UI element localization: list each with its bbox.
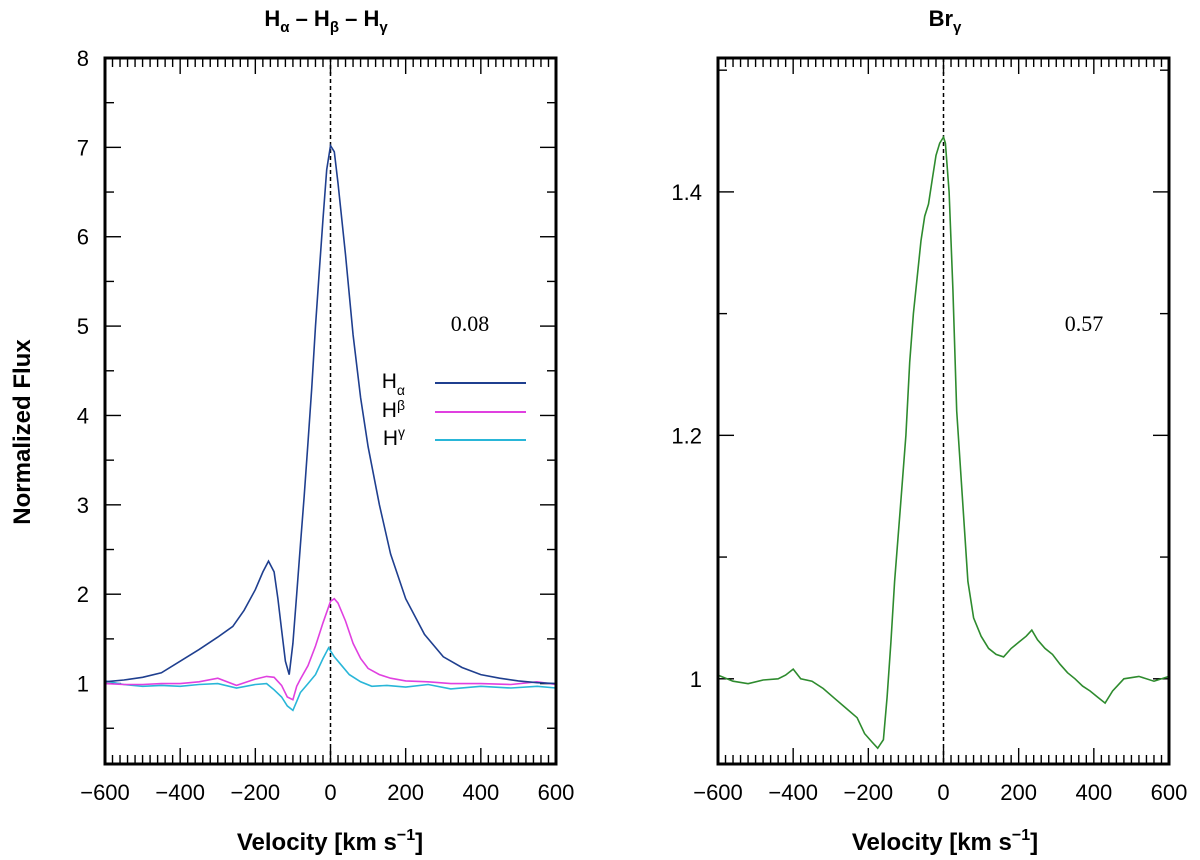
x-tick-label: 600	[538, 780, 575, 805]
legend-entry-h-gamma: Hγ	[383, 424, 526, 450]
x-tick-labels: −600 −400 −200 0 200 400 600	[693, 780, 1187, 805]
series-line-br-gamma	[717, 135, 1170, 750]
x-tick-label: 0	[324, 780, 336, 805]
x-tick-label: −600	[80, 780, 130, 805]
x-tick-label: 0	[937, 780, 949, 805]
x-tick-label: −400	[155, 780, 205, 805]
y-tick-label: 8	[77, 46, 89, 71]
y-tick-label: 3	[77, 493, 89, 518]
y-tick-labels: 1 1.2 1.4	[671, 180, 702, 692]
legend-entry-h-alpha: Hα	[382, 370, 526, 398]
y-axis-label: Normalized Flux	[9, 339, 36, 525]
x-tick-label: 200	[1000, 780, 1037, 805]
y-tick-label: 6	[77, 225, 89, 250]
legend: Hα Hβ Hγ	[382, 370, 526, 450]
series-group	[104, 143, 557, 712]
annotation-left: 0.08	[451, 311, 490, 336]
x-axis-label-left: Velocity [km s−1]	[237, 827, 423, 856]
y-tick-label: 1.4	[671, 180, 702, 205]
series-line-h-gamma	[104, 646, 557, 712]
series-line-h-beta	[104, 597, 557, 701]
y-tick-label: 7	[77, 135, 89, 160]
legend-label-h-gamma: Hγ	[383, 424, 405, 450]
plot-frame-right	[716, 56, 1171, 766]
panel-br-gamma: Brγ Velocity [km s−1] −600 −400 −200 0 200 40…	[671, 6, 1187, 856]
x-tick-label: 400	[1075, 780, 1112, 805]
legend-entry-h-beta: Hβ	[382, 397, 526, 422]
series-line-h-alpha	[104, 143, 557, 685]
y-tick-label: 1	[77, 672, 89, 697]
panel-balmer: Hα – Hβ – Hγ Normalized Flux Velocity [k…	[9, 6, 574, 856]
x-tick-label: −200	[231, 780, 281, 805]
y-tick-label: 4	[77, 403, 89, 428]
x-tick-label: 600	[1151, 780, 1188, 805]
legend-label-h-beta: Hβ	[382, 397, 405, 422]
y-tick-label: 1.2	[671, 423, 702, 448]
y-tick-label: 2	[77, 582, 89, 607]
annotation-right: 0.57	[1065, 311, 1104, 336]
x-tick-label: 200	[387, 780, 424, 805]
y-tick-label: 5	[77, 314, 89, 339]
y-tick-label: 1	[690, 667, 702, 692]
y-tick-labels: 1 2 3 4 5 6 7 8	[77, 46, 89, 697]
x-tick-label: 400	[462, 780, 499, 805]
title-balmer: Hα – Hβ – Hγ	[264, 6, 388, 36]
x-tick-label: −200	[844, 780, 894, 805]
x-tick-labels: −600 −400 −200 0 200 400 600	[80, 780, 574, 805]
plot-frame-left	[103, 56, 558, 766]
x-tick-label: −400	[768, 780, 818, 805]
x-axis-label-right: Velocity [km s−1]	[852, 827, 1038, 856]
title-br-gamma: Brγ	[929, 6, 962, 36]
legend-label-h-alpha: Hα	[382, 370, 405, 398]
x-tick-label: −600	[693, 780, 743, 805]
